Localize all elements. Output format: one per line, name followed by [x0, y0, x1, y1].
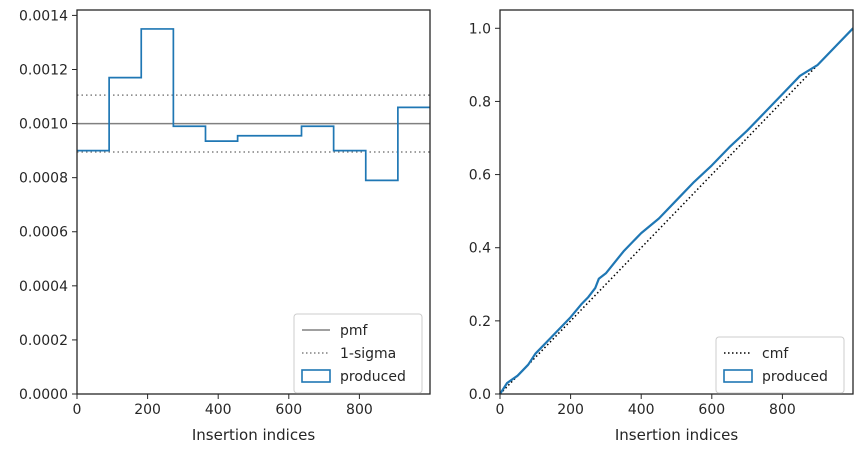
- y-tick-label: 0.0008: [19, 171, 68, 187]
- x-tick-label: 800: [346, 402, 373, 418]
- y-tick-label: 0.4: [469, 241, 491, 257]
- y-tick-label: 0.0002: [19, 333, 68, 349]
- y-tick-label: 0.0004: [19, 279, 68, 295]
- y-tick-label: 0.0: [469, 387, 491, 403]
- x-tick-label: 200: [557, 402, 584, 418]
- legend-label: 1-sigma: [340, 346, 396, 362]
- cumulative-panel: 0 200 400 600 800 0.0 0.2 0.4 0.6 0.8 1.0 Insertion…: [469, 9, 854, 444]
- axes-frame: [76, 9, 431, 395]
- legend-label: cmf: [762, 346, 789, 362]
- legend-swatch: [723, 369, 753, 383]
- y-tick-label: 0.0010: [19, 117, 68, 133]
- x-tick-label: 600: [275, 402, 302, 418]
- y-tick-label: 0.0000: [19, 387, 68, 403]
- cmf-line: [499, 27, 854, 395]
- x-tick-label: 200: [134, 402, 161, 418]
- legend-label: pmf: [340, 323, 369, 339]
- y-tick-label: 0.8: [469, 94, 491, 110]
- axes-frame: [499, 9, 854, 395]
- y-tick-label: 0.0012: [19, 62, 68, 78]
- x-axis-label: Insertion indices: [615, 426, 738, 444]
- y-tick-label: 0.0014: [19, 8, 68, 24]
- legend-box: [293, 313, 423, 394]
- legend-box: [715, 336, 845, 394]
- x-tick-label: 400: [628, 402, 655, 418]
- y-tick-label: 0.0006: [19, 225, 68, 241]
- legend-swatch: [301, 369, 331, 383]
- x-axis-label: Insertion indices: [192, 426, 315, 444]
- histogram-panel: 0 200 400 600 800 0.0000 0.0002 0.0004 0.0006 0.0…: [19, 8, 431, 444]
- x-tick-label: 0: [496, 402, 505, 418]
- x-tick-label: 0: [73, 402, 82, 418]
- produced-histogram-series: [77, 28, 430, 182]
- legend-label: produced: [762, 369, 828, 385]
- produced-cumulative-series: [499, 27, 854, 395]
- x-tick-label: 400: [205, 402, 232, 418]
- x-tick-label: 800: [769, 402, 796, 418]
- x-tick-label: 600: [698, 402, 725, 418]
- y-tick-label: 1.0: [469, 21, 491, 37]
- legend-label: produced: [340, 369, 406, 385]
- y-tick-label: 0.2: [469, 314, 491, 330]
- y-tick-label: 0.6: [469, 168, 491, 184]
